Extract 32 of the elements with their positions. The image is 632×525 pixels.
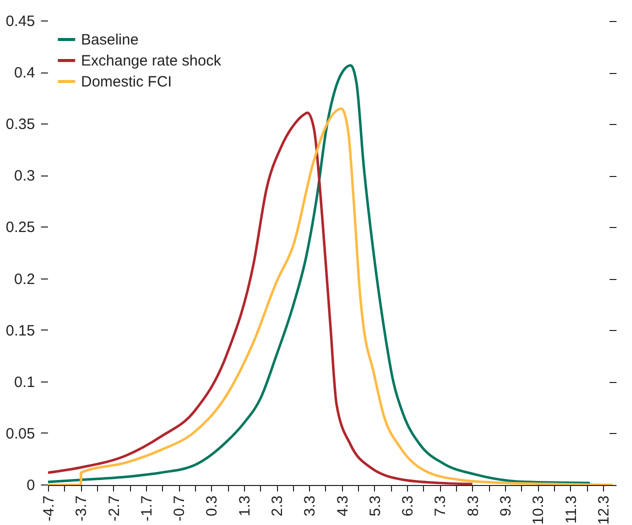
x-tick-label: 9.3 — [498, 496, 515, 516]
x-tick-label: 6.3 — [400, 496, 417, 516]
x-tick-label: 0.3 — [204, 496, 221, 516]
y-tick-label: 0.4 — [14, 64, 35, 82]
y-tick-label: 0.2 — [14, 270, 35, 288]
x-tick-label: 4.3 — [334, 496, 352, 516]
x-tick-label: -3.7 — [73, 496, 90, 522]
legend-label: Domestic FCI — [81, 74, 172, 90]
y-tick-label: 0.05 — [6, 425, 35, 442]
y-tick-label: 0.1 — [14, 374, 35, 391]
y-tick-label: 0.15 — [6, 322, 35, 340]
x-tick-label: 2.3 — [269, 496, 286, 516]
x-tick-label: 12.3 — [595, 496, 612, 525]
x-tick-label: -4.7 — [40, 496, 58, 522]
legend-label: Exchange rate shock — [81, 52, 222, 70]
x-tick-label: 3.3 — [302, 496, 319, 516]
y-tick-label: 0.35 — [6, 116, 35, 134]
x-tick-label: 7.3 — [432, 496, 450, 516]
y-tick-label: 0 — [26, 477, 35, 494]
x-tick-label: -0.7 — [171, 496, 188, 522]
legend-label: Baseline — [81, 32, 139, 48]
x-tick-label: 10.3 — [530, 496, 548, 525]
y-tick-label: 0.45 — [6, 13, 35, 30]
y-tick-label: 0.25 — [6, 219, 35, 236]
x-tick-label: 8.3 — [464, 496, 482, 516]
x-tick-label: -2.7 — [106, 496, 123, 522]
x-tick-label: -1.7 — [138, 496, 156, 522]
x-tick-label: 1.3 — [236, 496, 254, 516]
line-series — [48, 112, 474, 485]
y-tick-label: 0.3 — [14, 168, 35, 185]
x-tick-label: 11.3 — [562, 496, 580, 524]
x-tick-label: 5.3 — [366, 496, 384, 516]
